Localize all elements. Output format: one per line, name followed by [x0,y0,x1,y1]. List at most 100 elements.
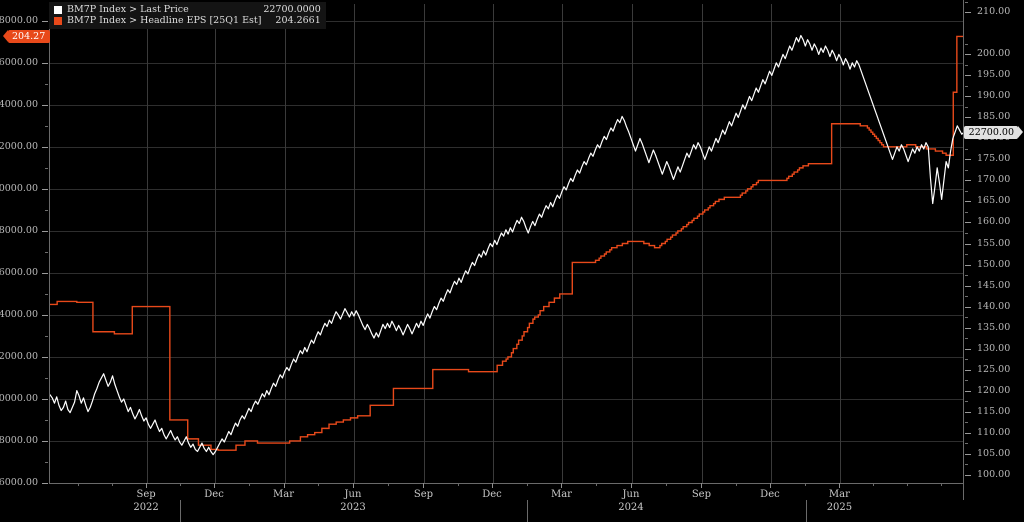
left-axis: 6000.00 8000.00 10000.00 12000.00 14000.00 16… [0,0,49,522]
right-axis-tick-label: 155.00 [977,237,1011,249]
x-axis-year-separator [179,500,181,522]
gridline-horizontal [50,104,964,106]
x-axis-tick [561,483,563,488]
right-axis-tick [965,117,971,119]
x-axis-minor-tick [666,483,668,486]
right-axis-tick [965,369,971,371]
left-axis-minor-tick [45,251,48,253]
left-axis-tick-label: 24000.00 [0,98,38,110]
right-axis-tick [965,243,971,245]
x-axis-month-label: Sep [691,489,711,500]
right-axis-minor-tick [965,106,968,108]
right-axis: 100.00 105.00 110.00 115.00 120.00 125.00 130.… [963,0,1024,522]
x-axis-minor-tick [248,483,250,486]
legend-value: 22700.0000 [263,4,321,15]
right-axis-minor-tick [965,338,968,340]
x-axis-month-label: Sep [136,489,156,500]
gridline-vertical [215,4,217,483]
legend-value: 204.2661 [275,15,321,26]
plot-area[interactable] [49,4,964,484]
right-axis-tick-label: 100.00 [977,468,1011,480]
right-axis-tick [965,159,971,161]
left-axis-tick-label: 10000.00 [0,392,38,404]
x-axis: Sep 2022 Dec Mar Jun 2023 Sep Dec Mar Jun 2024 Sep D… [0,483,1024,522]
x-axis-minor-tick [526,483,528,486]
gridline-horizontal [50,62,964,64]
x-axis-year-label: 2022 [133,502,159,513]
x-axis-minor-tick [735,483,737,486]
right-axis-minor-tick [965,232,968,234]
right-axis-minor-tick [965,422,968,424]
x-axis-tick [492,483,494,488]
x-axis-year-label: 2024 [618,502,644,513]
gridline-vertical [147,4,149,483]
gridline-vertical [353,4,355,483]
right-axis-tick [965,54,971,56]
x-axis-tick [423,483,425,488]
x-axis-month-label: Dec [482,489,502,500]
right-axis-tick [965,180,971,182]
gridline-horizontal [50,314,964,316]
gridline-vertical [424,4,426,483]
x-axis-tick [214,483,216,488]
right-axis-minor-tick [965,148,968,150]
right-axis-tick-label: 105.00 [977,447,1011,459]
left-axis-minor-tick [45,335,48,337]
x-axis-year-separator [805,500,807,522]
right-axis-tick [965,201,971,203]
right-eps-marker: 204.27 [2,29,51,43]
left-axis-tick-label: 18000.00 [0,224,38,236]
gridline-horizontal [50,356,964,358]
right-axis-minor-tick [965,380,968,382]
legend-row[interactable]: BM7P Index > Headline EPS [25Q1 Est] 204.… [54,15,321,26]
legend-swatch-icon [54,5,62,14]
right-axis-tick [965,12,971,14]
legend-row[interactable]: BM7P Index > Last Price 22700.0000 [54,4,321,15]
left-axis-tick [42,104,48,106]
x-axis-tick [352,483,354,488]
right-axis-tick [965,432,971,434]
left-axis-tick [42,272,48,274]
left-axis-tick-label: 20000.00 [0,182,38,194]
gridline-horizontal [50,398,964,400]
right-axis-tick [965,222,971,224]
right-axis-minor-tick [965,317,968,319]
left-axis-minor-tick [45,419,48,421]
right-axis-tick-label: 120.00 [977,384,1011,396]
gridline-vertical [284,4,286,483]
left-axis-minor-tick [45,209,48,211]
right-axis-tick-label: 135.00 [977,321,1011,333]
right-axis-minor-tick [965,275,968,276]
left-axis-tick [42,440,48,442]
left-axis-tick [42,230,48,232]
right-axis-line [963,0,964,500]
left-price-marker: 22700.00 [963,125,1024,139]
x-axis-minor-tick [318,483,320,486]
gridline-horizontal [50,146,964,148]
eps-line [50,35,964,451]
x-axis-tick [701,483,703,488]
right-axis-minor-tick [965,64,968,66]
x-axis-month-label: Mar [828,489,850,500]
right-axis-minor-tick [965,296,968,298]
right-axis-tick [965,411,971,413]
right-axis-tick [965,138,971,140]
left-axis-tick-label: 6000.00 [0,477,38,488]
right-axis-minor-tick [965,443,968,445]
right-axis-tick-label: 160.00 [977,216,1011,228]
x-axis-year-separator [527,500,529,522]
right-axis-minor-tick [965,1,968,3]
left-axis-minor-tick [45,167,48,169]
right-axis-tick-label: 195.00 [977,69,1011,81]
left-axis-tick-label: 12000.00 [0,350,38,362]
gridline-vertical [631,4,633,483]
legend[interactable]: BM7P Index > Last Price 22700.0000 BM7P In… [49,2,326,29]
series-layer [50,34,964,456]
left-axis-minor-tick [45,461,48,463]
right-axis-tick [965,327,971,329]
legend-label: BM7P Index > Last Price [67,4,189,15]
right-axis-tick-label: 165.00 [977,195,1011,207]
right-axis-minor-tick [965,359,968,361]
